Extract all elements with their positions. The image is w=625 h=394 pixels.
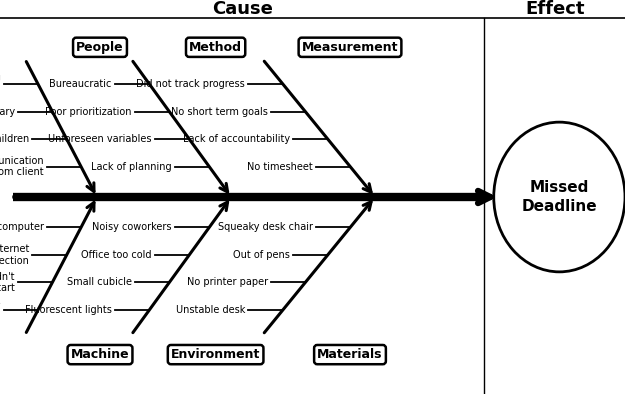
Text: No printer paper: No printer paper	[187, 277, 268, 288]
Text: Measurement: Measurement	[302, 41, 398, 54]
Text: Environment: Environment	[171, 348, 261, 361]
Text: Method: Method	[189, 41, 242, 54]
Text: Unforeseen variables: Unforeseen variables	[48, 134, 152, 144]
Text: No timesheet: No timesheet	[247, 162, 312, 172]
Text: People: People	[76, 41, 124, 54]
Text: Fluorescent lights: Fluorescent lights	[25, 305, 112, 315]
Text: Bureaucratic: Bureaucratic	[49, 79, 112, 89]
Text: Noisy coworkers: Noisy coworkers	[92, 222, 172, 232]
Text: Office too cold: Office too cold	[81, 250, 152, 260]
Text: Cause: Cause	[212, 0, 272, 18]
Text: Lack of accountability: Lack of accountability	[183, 134, 290, 144]
Text: Effect: Effect	[525, 0, 584, 18]
Text: Out of pens: Out of pens	[233, 250, 290, 260]
Text: Did not track progress: Did not track progress	[136, 79, 245, 89]
Text: Unstable desk: Unstable desk	[176, 305, 245, 315]
Text: Lack of planning: Lack of planning	[91, 162, 172, 172]
Text: Squeaky desk chair: Squeaky desk chair	[217, 222, 312, 232]
Text: Missed
Deadline: Missed Deadline	[521, 180, 598, 214]
Text: Poor prioritization: Poor prioritization	[45, 106, 132, 117]
Text: Poor internet
connection: Poor internet connection	[0, 244, 29, 266]
Text: Small cubicle: Small cubicle	[67, 277, 132, 288]
Text: Machine: Machine	[71, 348, 129, 361]
Text: Slow computer: Slow computer	[0, 222, 44, 232]
Text: No short term goals: No short term goals	[171, 106, 268, 117]
Text: Absent secretary: Absent secretary	[0, 106, 15, 117]
Text: Lack of communication
from client: Lack of communication from client	[0, 156, 44, 177]
Ellipse shape	[494, 122, 625, 272]
Text: Materials: Materials	[318, 348, 382, 361]
Text: Sick children: Sick children	[0, 134, 29, 144]
Text: Car wouldn't
start: Car wouldn't start	[0, 272, 15, 293]
